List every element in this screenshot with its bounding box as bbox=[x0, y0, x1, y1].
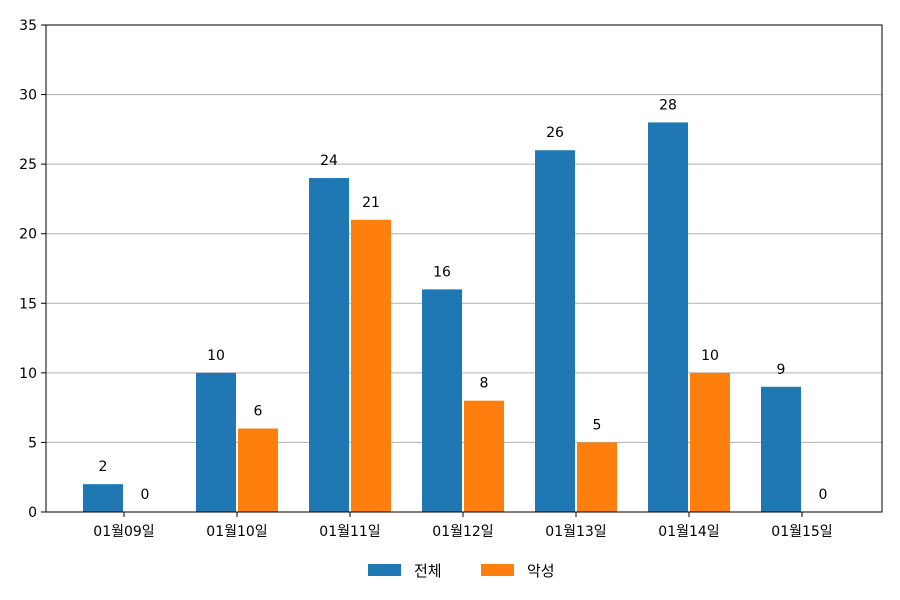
data-label: 0 bbox=[819, 487, 828, 503]
x-tick-label: 01월11일 bbox=[319, 524, 380, 540]
legend-label: 악성 bbox=[527, 562, 555, 580]
data-label: 9 bbox=[777, 362, 786, 378]
bars bbox=[83, 122, 801, 513]
data-label: 28 bbox=[659, 97, 677, 113]
x-tick-label: 01월10일 bbox=[206, 524, 267, 540]
x-tick-label: 01월09일 bbox=[93, 524, 154, 540]
bar-total bbox=[422, 289, 462, 512]
y-tick-label: 30 bbox=[19, 88, 37, 104]
legend-swatch bbox=[368, 564, 401, 576]
data-label: 0 bbox=[141, 487, 150, 503]
data-label: 5 bbox=[593, 417, 602, 433]
bar-total bbox=[648, 122, 688, 513]
data-label: 6 bbox=[254, 404, 263, 420]
y-tick-label: 0 bbox=[28, 505, 37, 521]
bar-malicious bbox=[351, 219, 391, 513]
y-tick-label: 25 bbox=[19, 157, 37, 173]
x-tick-label: 01월14일 bbox=[658, 524, 719, 540]
x-tick-label: 01월15일 bbox=[771, 524, 832, 540]
x-axis: 01월09일 01월10일 01월11일 01월12일 01월13일 01월14일 01월1… bbox=[93, 512, 833, 540]
bar-total bbox=[196, 372, 236, 512]
data-labels: 2 0 10 6 24 21 16 8 26 5 28 10 9 0 bbox=[99, 97, 828, 503]
bar-malicious bbox=[577, 442, 617, 512]
data-label: 24 bbox=[320, 153, 338, 169]
bar-malicious bbox=[464, 400, 504, 512]
bar-total bbox=[309, 178, 349, 513]
legend: 전체 악성 bbox=[368, 562, 555, 580]
data-label: 2 bbox=[99, 459, 108, 475]
y-tick-label: 5 bbox=[28, 435, 37, 451]
legend-swatch bbox=[481, 564, 514, 576]
y-tick-label: 35 bbox=[19, 18, 37, 34]
y-tick-label: 10 bbox=[19, 366, 37, 382]
data-label: 21 bbox=[362, 195, 380, 211]
bar-total bbox=[535, 150, 575, 512]
grid-lines bbox=[46, 94, 882, 443]
x-tick-label: 01월13일 bbox=[545, 524, 606, 540]
bar-total bbox=[761, 386, 801, 512]
data-label: 16 bbox=[433, 264, 451, 280]
data-label: 26 bbox=[546, 125, 564, 141]
bar-malicious bbox=[238, 428, 278, 512]
y-axis: 0 5 10 15 20 25 30 35 bbox=[19, 18, 46, 521]
x-tick-label: 01월12일 bbox=[432, 524, 493, 540]
y-tick-label: 15 bbox=[19, 296, 37, 312]
bar-total bbox=[83, 484, 123, 512]
bar-malicious bbox=[690, 372, 730, 512]
data-label: 10 bbox=[207, 348, 225, 364]
legend-label: 전체 bbox=[414, 562, 442, 580]
y-tick-label: 20 bbox=[19, 227, 37, 243]
data-label: 10 bbox=[701, 348, 719, 364]
plot-frame bbox=[45, 24, 883, 513]
data-label: 8 bbox=[480, 376, 489, 392]
